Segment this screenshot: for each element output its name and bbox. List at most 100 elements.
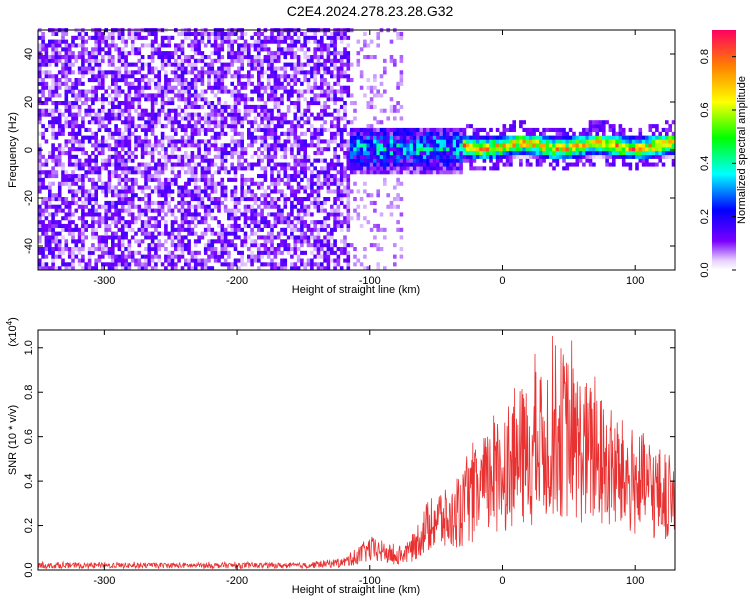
- spectrogram-cell: [223, 70, 228, 75]
- spectrogram-cell: [87, 247, 92, 252]
- spectrogram-cell: [296, 55, 301, 60]
- spectrogram-cell: [190, 254, 195, 259]
- spectrogram-cell: [336, 189, 341, 194]
- spectrogram-cell: [193, 127, 198, 132]
- spectrogram-cell: [383, 135, 387, 140]
- spectrogram-cell: [170, 116, 175, 121]
- spectrogram-cell: [97, 62, 102, 67]
- spectrogram-cell: [154, 93, 158, 98]
- spectrogram-cell: [346, 93, 351, 98]
- spectrogram-cell: [628, 162, 633, 167]
- spectrogram-cell: [266, 58, 271, 63]
- spectrogram-cell: [64, 89, 69, 94]
- spectrogram-cell: [81, 47, 85, 52]
- spectrogram-cell: [124, 266, 128, 271]
- spectrogram-cell: [203, 258, 208, 263]
- spectrogram-cell: [280, 262, 284, 267]
- spectrogram-cell: [54, 247, 59, 252]
- spectrogram-cell: [193, 124, 198, 129]
- spectrogram-cell: [356, 258, 361, 263]
- spectrogram-cell: [323, 127, 327, 132]
- spectrogram-cell: [293, 177, 298, 182]
- spectrogram-cell: [220, 131, 225, 136]
- spectrogram-cell: [280, 101, 284, 106]
- spectrogram-cell: [303, 262, 307, 267]
- spectrogram-cell: [306, 55, 311, 60]
- spectrogram-cell: [167, 139, 171, 144]
- spectrogram-cell: [67, 250, 72, 255]
- spectrogram-cell: [144, 74, 148, 79]
- spectrogram-cell: [200, 74, 205, 79]
- spectrogram-cell: [77, 139, 82, 144]
- spectrogram-cell: [210, 177, 215, 182]
- spectrogram-cell: [44, 81, 49, 86]
- spectrogram-cell: [389, 39, 394, 44]
- spectrogram-cell: [210, 266, 215, 271]
- spectrogram-cell: [120, 101, 125, 106]
- spectrogram-cell: [509, 127, 513, 132]
- spectrogram-cell: [263, 139, 268, 144]
- spectrogram-cell: [117, 189, 122, 194]
- spectrogram-cell: [233, 262, 238, 267]
- spectrogram-cell: [140, 112, 145, 117]
- spectrogram-cell: [237, 55, 241, 60]
- spectrogram-cell: [154, 174, 158, 179]
- spectrogram-cell: [343, 250, 347, 255]
- spectrogram-cell: [230, 93, 234, 98]
- spectrogram-cell: [160, 216, 165, 221]
- spectrogram-cell: [296, 78, 301, 83]
- spectrogram-cell: [190, 131, 195, 136]
- spectrogram-cell: [276, 116, 281, 121]
- spectrogram-cell: [495, 127, 500, 132]
- spectrogram-cell: [94, 74, 98, 79]
- spectrogram-cell: [160, 97, 165, 102]
- spectrogram-cell: [316, 170, 321, 175]
- spectrogram-cell: [213, 189, 218, 194]
- spectrogram-cell: [393, 166, 397, 171]
- spectrogram-cell: [615, 143, 619, 148]
- spectrogram-cell: [369, 200, 374, 205]
- spectrogram-cell: [160, 104, 165, 109]
- spectrogram-cell: [402, 127, 407, 132]
- spectrogram-cell: [71, 93, 75, 98]
- spectrogram-cell: [217, 78, 221, 83]
- spectrogram-cell: [164, 51, 168, 56]
- spectrogram-cell: [81, 177, 85, 182]
- spectrogram-cell: [273, 154, 278, 159]
- spectrogram-cell: [283, 85, 288, 90]
- spectrogram-cell: [64, 177, 69, 182]
- spectrogram-cell: [363, 254, 367, 259]
- spectrogram-cell: [286, 174, 291, 179]
- spectrogram-cell: [393, 170, 397, 175]
- spectrogram-cell: [290, 55, 294, 60]
- spectrogram-cell: [260, 116, 264, 121]
- spectrogram-cell: [120, 204, 125, 209]
- spectrogram-cell: [200, 35, 205, 40]
- spectrogram-cell: [300, 177, 304, 182]
- spectrogram-cell: [396, 154, 400, 159]
- spectrogram-cell: [51, 216, 55, 221]
- spectrogram-cell: [114, 154, 118, 159]
- spectrogram-cell: [286, 135, 291, 140]
- spectrogram-cell: [300, 93, 304, 98]
- spectrogram-cell: [539, 131, 543, 136]
- spectrogram-cell: [306, 78, 311, 83]
- spectrogram-cell: [167, 112, 171, 117]
- spectrogram-cell: [250, 193, 254, 198]
- spectrogram-cell: [160, 131, 165, 136]
- spectrogram-cell: [81, 135, 85, 140]
- spectrogram-cell: [499, 151, 503, 156]
- spectrogram-cell: [160, 93, 165, 98]
- spectrogram-cell: [51, 43, 55, 48]
- spectrogram-cell: [190, 62, 195, 67]
- spectrogram-cell: [379, 93, 384, 98]
- spectrogram-cell: [253, 85, 258, 90]
- spectrogram-cell: [419, 162, 424, 167]
- spectrogram-cell: [97, 151, 102, 156]
- spectrogram-cell: [389, 139, 394, 144]
- spectrogram-cell: [326, 143, 331, 148]
- spectrogram-cell: [164, 266, 168, 271]
- spectrogram-cell: [243, 147, 248, 152]
- spectrogram-cell: [349, 189, 354, 194]
- spectrogram-cell: [336, 78, 341, 83]
